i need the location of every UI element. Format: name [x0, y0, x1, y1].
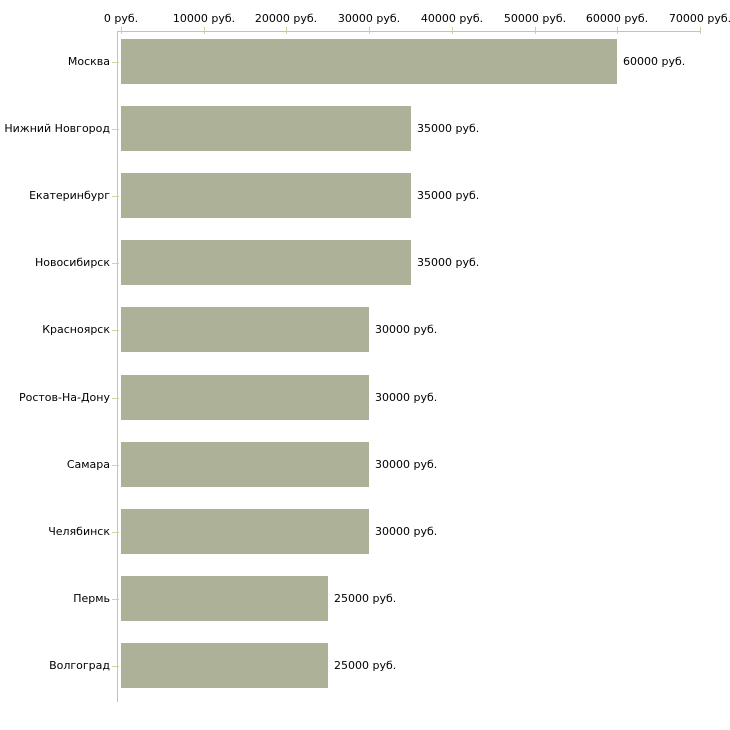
x-axis-tick: [617, 27, 618, 34]
category-label: Москва: [67, 55, 110, 68]
x-axis-tick-label: 70000 руб.: [668, 12, 730, 25]
bar: [121, 643, 328, 688]
bar: [121, 240, 411, 285]
bar: [121, 375, 369, 420]
bar: [121, 576, 328, 621]
category-tick: [112, 599, 119, 600]
bar-value-label: 25000 руб.: [334, 659, 397, 672]
x-axis-tick: [204, 27, 205, 34]
x-axis-line: [117, 31, 700, 32]
bar-value-label: 30000 руб.: [375, 525, 438, 538]
category-tick: [112, 62, 119, 63]
category-label: Ростов-На-Дону: [18, 391, 110, 404]
x-axis-tick-label: 30000 руб.: [337, 12, 401, 25]
x-axis-tick: [121, 27, 122, 34]
category-label: Самара: [66, 458, 110, 471]
x-axis-tick: [369, 27, 370, 34]
x-axis-tick-label: 20000 руб.: [254, 12, 318, 25]
bar-value-label: 35000 руб.: [417, 122, 480, 135]
category-tick: [112, 330, 119, 331]
x-axis-tick-label: 40000 руб.: [420, 12, 484, 25]
bar-value-label: 35000 руб.: [417, 256, 480, 269]
category-tick: [112, 666, 119, 667]
category-tick: [112, 263, 119, 264]
bar-value-label: 30000 руб.: [375, 323, 438, 336]
x-axis-tick-label: 0 руб.: [103, 12, 139, 25]
bar-value-label: 30000 руб.: [375, 391, 438, 404]
category-label: Красноярск: [42, 323, 110, 336]
category-tick: [112, 196, 119, 197]
x-axis-tick-label: 10000 руб.: [172, 12, 236, 25]
x-axis-tick-label: 60000 руб.: [585, 12, 649, 25]
category-tick: [112, 398, 119, 399]
bar: [121, 106, 411, 151]
x-axis-tick: [535, 27, 536, 34]
category-tick: [112, 465, 119, 466]
category-tick: [112, 532, 119, 533]
category-tick: [112, 129, 119, 130]
category-label: Новосибирск: [34, 256, 110, 269]
x-axis-tick: [700, 27, 701, 34]
category-label: Пермь: [73, 592, 110, 605]
category-label: Нижний Новгород: [4, 122, 110, 135]
bar-value-label: 60000 руб.: [623, 55, 686, 68]
category-label: Волгоград: [49, 659, 110, 672]
bar-value-label: 30000 руб.: [375, 458, 438, 471]
category-label: Челябинск: [48, 525, 110, 538]
bar: [121, 442, 369, 487]
category-label: Екатеринбург: [29, 189, 110, 202]
x-axis-tick: [286, 27, 287, 34]
x-axis-tick: [452, 27, 453, 34]
bar: [121, 39, 617, 84]
bar: [121, 173, 411, 218]
bar: [121, 307, 369, 352]
bar: [121, 509, 369, 554]
x-axis-tick-label: 50000 руб.: [503, 12, 567, 25]
bar-value-label: 35000 руб.: [417, 189, 480, 202]
bar-value-label: 25000 руб.: [334, 592, 397, 605]
y-axis-line: [117, 31, 118, 702]
